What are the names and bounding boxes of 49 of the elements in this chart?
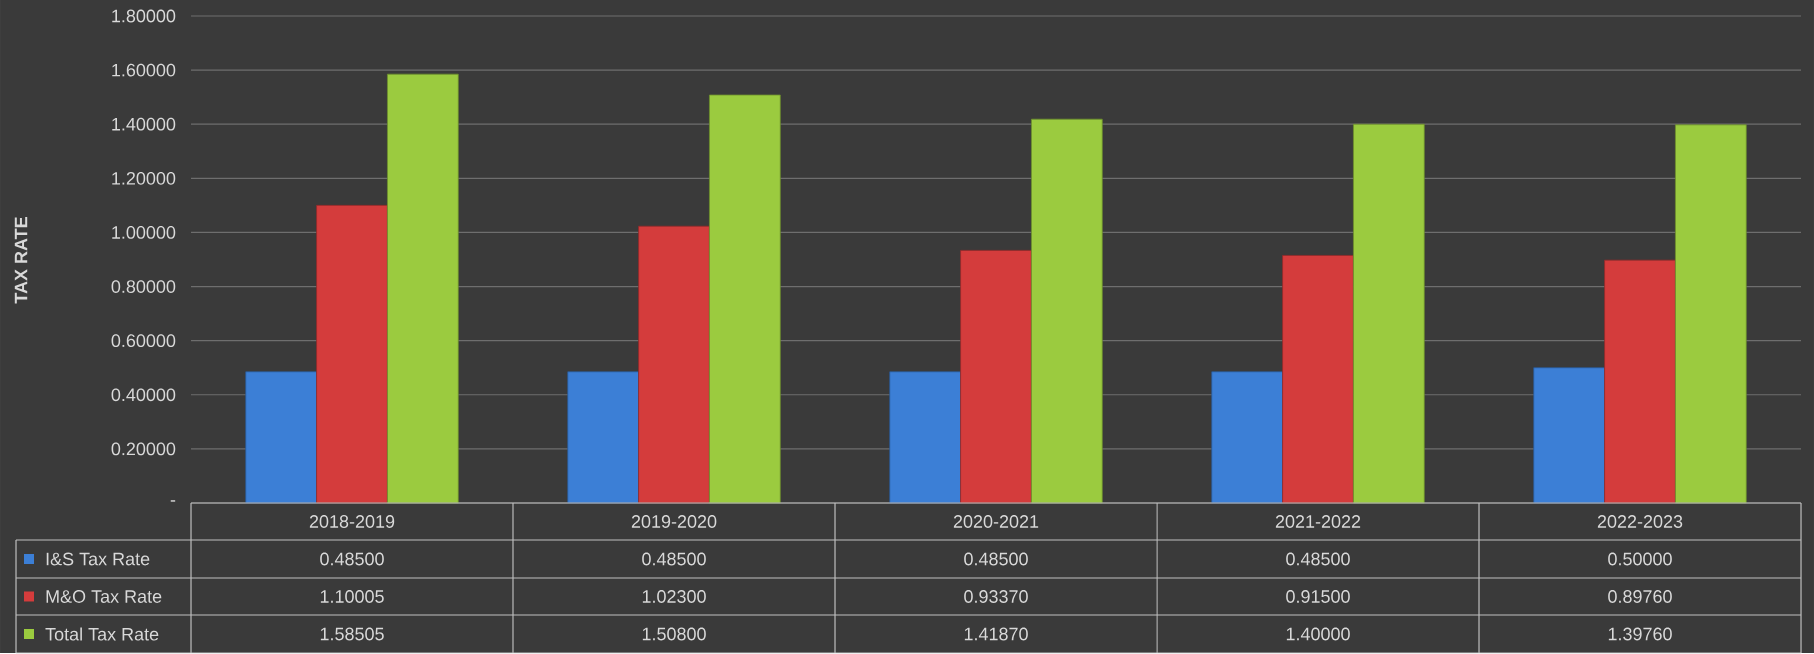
y-tick-label: 1.20000 (112, 172, 176, 185)
data-label: 0.89760 (1608, 590, 1672, 604)
bar (1533, 367, 1605, 504)
data-label: 1.50800 (642, 627, 706, 641)
x-tick-label: 2022-2023 (1597, 515, 1683, 529)
data-label: 0.48500 (1286, 552, 1350, 566)
bar (1675, 124, 1747, 504)
bar (1604, 259, 1676, 504)
y-axis-title: TAX RATE (14, 217, 28, 304)
bar (245, 371, 317, 504)
y-tick-label: 0.80000 (111, 280, 176, 294)
y-tick-label: 0.40000 (111, 388, 176, 402)
data-label: 1.41870 (964, 627, 1028, 641)
data-label: 0.48500 (320, 552, 384, 566)
bar (1353, 124, 1425, 504)
bar (567, 371, 639, 504)
data-label: 0.50000 (1608, 552, 1672, 566)
bar (1211, 371, 1283, 504)
legend-label: M&O Tax Rate (46, 590, 162, 604)
bar (889, 371, 961, 504)
bar (709, 94, 781, 504)
bar (960, 250, 1032, 504)
y-tick-label: 1.80000 (112, 9, 176, 23)
y-tick-label: 1.00000 (112, 226, 176, 240)
data-label: 0.48500 (964, 552, 1028, 566)
data-label: 0.91500 (1286, 590, 1350, 604)
y-tick-label: 1.40000 (112, 118, 176, 131)
legend-label: I&S Tax Rate (46, 552, 150, 566)
bar (387, 73, 459, 504)
data-label: 0.48500 (642, 552, 706, 566)
y-tick-label: 1.60000 (112, 63, 176, 77)
bar (1031, 118, 1103, 504)
x-tick-label: 2021-2022 (1275, 515, 1361, 529)
data-label: 0.93370 (964, 590, 1028, 604)
bar (638, 226, 710, 504)
data-label: 1.58505 (320, 627, 384, 641)
x-tick-label: 2020-2021 (953, 515, 1039, 529)
data-label: 1.02300 (642, 590, 706, 604)
y-tick-label: - (170, 500, 176, 502)
bar (316, 205, 388, 504)
x-tick-label: 2019-2020 (631, 515, 717, 529)
y-tick-label: 0.20000 (111, 442, 176, 456)
legend-label: Total Tax Rate (45, 627, 159, 641)
data-label: 1.40000 (1286, 627, 1350, 641)
y-tick-label: 0.60000 (111, 334, 176, 348)
bar (1282, 255, 1354, 504)
x-tick-label: 2018-2019 (309, 515, 395, 529)
data-label: 1.10005 (320, 590, 384, 604)
data-label: 1.39760 (1608, 627, 1672, 641)
